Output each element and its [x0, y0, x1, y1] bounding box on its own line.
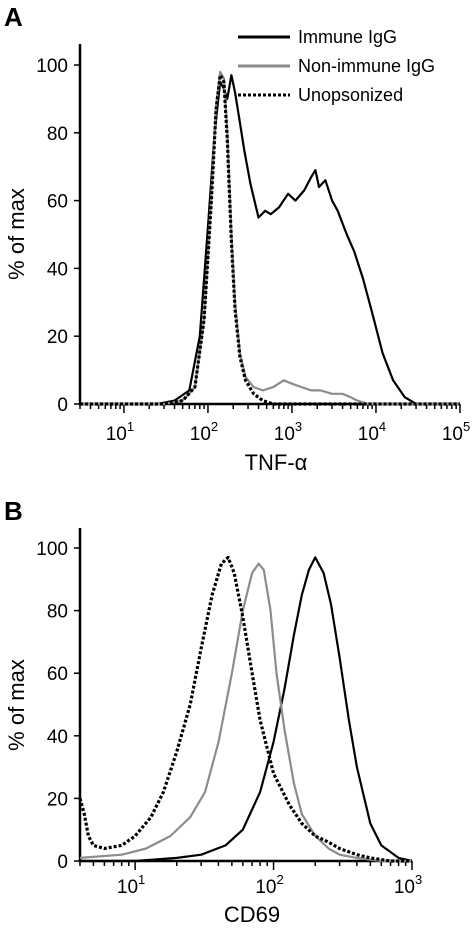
x-tick-label: 104 — [358, 419, 386, 445]
y-tick-label: 40 — [47, 259, 68, 280]
panel-a-letter: A — [4, 2, 23, 32]
legend-label-immune: Immune IgG — [298, 27, 397, 47]
y-tick-label: 100 — [36, 539, 68, 560]
panel-b-series — [78, 555, 413, 863]
legend-label-nonimmune: Non-immune IgG — [298, 56, 435, 76]
panel-b-xlabel: CD69 — [224, 902, 280, 927]
y-tick-label: 20 — [47, 327, 68, 348]
panel-b-ylabel: % of max — [4, 659, 29, 751]
panel-a: A % of max TNF-α 0 20 40 60 80 100 101 102 103 10… — [4, 2, 470, 475]
panel-b-letter: B — [4, 496, 23, 526]
x-tick-label: 101 — [117, 872, 145, 898]
panel-a-ylabel: % of max — [4, 188, 29, 280]
x-tick-label: 101 — [106, 419, 134, 445]
y-tick-label: 80 — [47, 602, 68, 623]
series-line-immune-igg — [80, 556, 413, 863]
panel-a-legend: Immune IgG Non-immune IgG Unopsonized — [238, 27, 435, 105]
y-tick-label: 20 — [47, 789, 68, 810]
series-line-immune-igg — [80, 74, 460, 406]
series-line-unopsonized — [78, 555, 412, 863]
x-tick-label: 102 — [190, 419, 218, 445]
y-tick-label: 80 — [47, 124, 68, 145]
y-tick-label: 100 — [36, 56, 68, 77]
x-tick-label: 103 — [274, 419, 302, 445]
series-line-unopsonized — [80, 73, 460, 406]
x-tick-label: 102 — [255, 872, 283, 898]
panel-b: B % of max CD69 0 20 40 60 80 100 101 102 103 — [4, 496, 422, 927]
y-tick-label: 60 — [47, 664, 68, 685]
panel-a-series — [80, 70, 460, 406]
legend-label-unopsonized: Unopsonized — [298, 85, 403, 105]
y-tick-label: 60 — [47, 192, 68, 213]
y-tick-label: 40 — [47, 727, 68, 748]
y-tick-label: 0 — [57, 395, 68, 416]
series-line-non-immune-igg — [79, 562, 412, 863]
panel-a-xlabel: TNF-α — [245, 450, 308, 475]
x-tick-label: 103 — [394, 872, 422, 898]
series-line-non-immune-igg — [80, 70, 460, 406]
x-tick-label: 105 — [442, 419, 470, 445]
y-tick-label: 0 — [57, 852, 68, 873]
panel-b-axes: 0 20 40 60 80 100 101 102 103 — [36, 528, 422, 898]
